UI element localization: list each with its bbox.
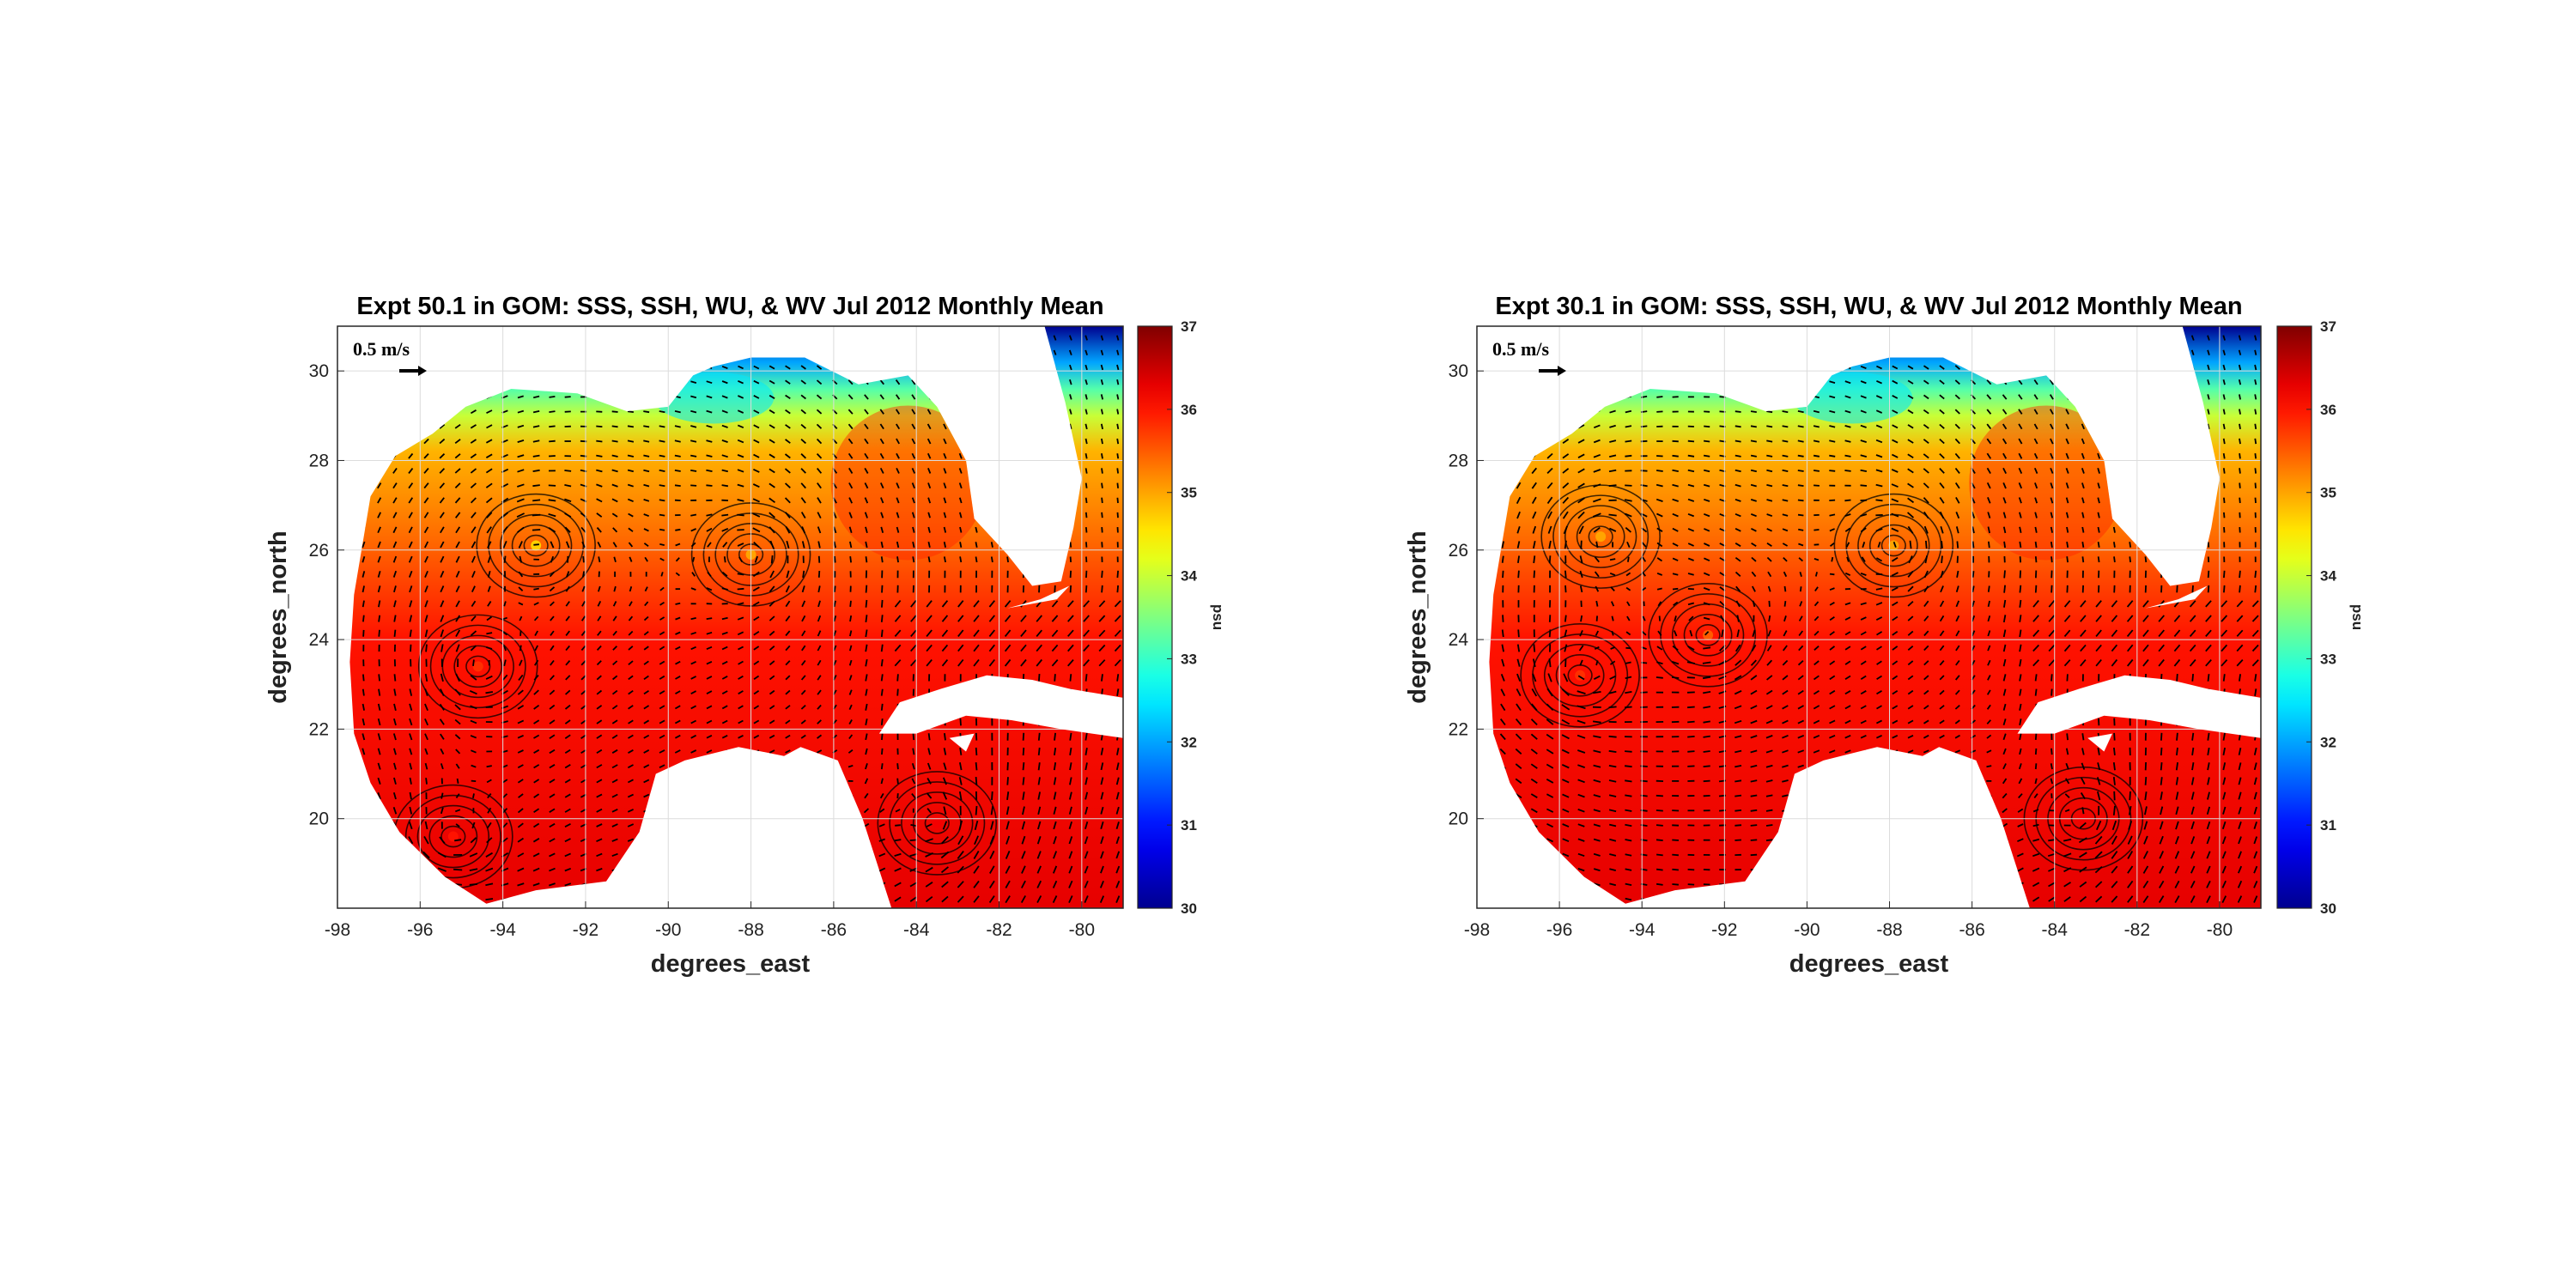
colorbar-scale: [2276, 325, 2312, 909]
plot-frame: [1476, 325, 2262, 909]
y-tick-label: 20: [309, 809, 329, 829]
colorbar-tick-label: 32: [2320, 734, 2336, 750]
land-mask: [2017, 585, 2261, 752]
x-axis-label: degrees_east: [1789, 950, 1949, 978]
colorbar-tick-label: 31: [2320, 817, 2336, 834]
x-tick-label: -82: [2124, 920, 2150, 940]
x-tick-label: -80: [2207, 920, 2233, 940]
y-tick-label: 24: [1449, 630, 1469, 650]
colorbar-tick-label: 31: [1181, 817, 1197, 834]
colorbar-tick-label: 30: [1181, 900, 1197, 917]
x-tick-label: -92: [573, 920, 598, 940]
reference-vector-arrow: [399, 366, 427, 376]
y-tick-label: 20: [1449, 809, 1468, 829]
eddy: [877, 771, 998, 876]
reference-vector-arrow: [1539, 366, 1566, 376]
colorbar-scale: [1137, 325, 1173, 909]
colorbar-tick-label: 36: [2320, 402, 2336, 418]
colorbar: 30 31 32 33 34 35 36 37: [2276, 318, 2336, 917]
x-tick-label: -96: [407, 920, 433, 940]
x-tick-label: -88: [1876, 920, 1902, 940]
panel-title: Expt 30.1 in GOM: SSS, SSH, WU, & WV Jul…: [1495, 293, 2242, 320]
x-tick-label: -84: [2042, 920, 2069, 940]
right-map-panel: -98 -96 -94 -92 -90 -88 -86 -84 -82 -80 20 22 24 26 28…: [1404, 293, 2366, 978]
x-tick-label: -90: [1794, 920, 1820, 940]
x-tick-label: -92: [1711, 920, 1737, 940]
y-tick-label: 26: [309, 541, 329, 561]
eddy: [1540, 484, 1661, 589]
x-tick-label: -86: [1959, 920, 1984, 940]
y-tick-label: 22: [309, 719, 329, 739]
colorbar-tick-label: 30: [2320, 900, 2336, 917]
x-tick-label: -98: [1464, 920, 1490, 940]
x-tick-label: -98: [325, 920, 350, 940]
colorbar-tick-label: 34: [1181, 568, 1197, 585]
x-tick-label: -80: [1069, 920, 1095, 940]
colorbar-tick-label: 37: [2320, 318, 2336, 335]
x-tick-label: -88: [738, 920, 763, 940]
y-axis-label: degrees_north: [264, 530, 292, 703]
colorbar-tick-label: 32: [1181, 734, 1197, 750]
grid-lines: [1476, 326, 2261, 908]
y-axis-label: degrees_north: [1404, 530, 1431, 703]
eddy: [417, 614, 538, 719]
y-tick-label: 22: [1449, 719, 1468, 739]
salinity-field: [1489, 326, 2261, 908]
x-tick-label: -94: [489, 920, 516, 940]
colorbar-tick-label: 35: [2320, 485, 2336, 501]
land-mask: [878, 585, 1123, 752]
x-tick-label: -90: [655, 920, 681, 940]
x-tick-label: -82: [986, 920, 1012, 940]
x-tick-label: -86: [821, 920, 847, 940]
colorbar-tick-label: 34: [2320, 568, 2336, 585]
y-tick-label: 30: [309, 361, 329, 381]
x-tick-label: -84: [903, 920, 930, 940]
colorbar-units-label: psu: [2349, 604, 2366, 630]
colorbar-tick-label: 33: [1181, 651, 1197, 667]
y-tick-label: 26: [1449, 541, 1468, 561]
colorbar-tick-label: 36: [1181, 402, 1197, 418]
eddy: [476, 493, 596, 598]
salinity-field: [349, 326, 1123, 908]
left-map-panel: -98 -96 -94 -92 -90 -88 -86 -84 -82 -80 20 22 24 26 28…: [264, 293, 1226, 978]
y-tick-label: 28: [309, 451, 329, 470]
colorbar: 30 31 32 33 34 35 36 37: [1137, 318, 1197, 917]
colorbar-units-label: psu: [1210, 604, 1226, 630]
reference-vector-label: 0.5 m/s: [1492, 338, 1549, 360]
colorbar-tick-label: 37: [1181, 318, 1197, 335]
colorbar-tick-label: 33: [2320, 651, 2336, 667]
grid-lines: [337, 326, 1123, 908]
panel-title: Expt 50.1 in GOM: SSS, SSH, WU, & WV Jul…: [356, 293, 1103, 320]
x-tick-label: -94: [1629, 920, 1656, 940]
colorbar-tick-label: 35: [1181, 485, 1197, 501]
y-tick-label: 24: [309, 630, 330, 650]
x-axis-label: degrees_east: [651, 950, 811, 978]
plot-frame: [337, 325, 1124, 909]
reference-vector-label: 0.5 m/s: [353, 338, 410, 360]
x-tick-label: -96: [1546, 920, 1572, 940]
y-tick-label: 30: [1449, 361, 1468, 381]
y-tick-label: 28: [1449, 451, 1468, 470]
